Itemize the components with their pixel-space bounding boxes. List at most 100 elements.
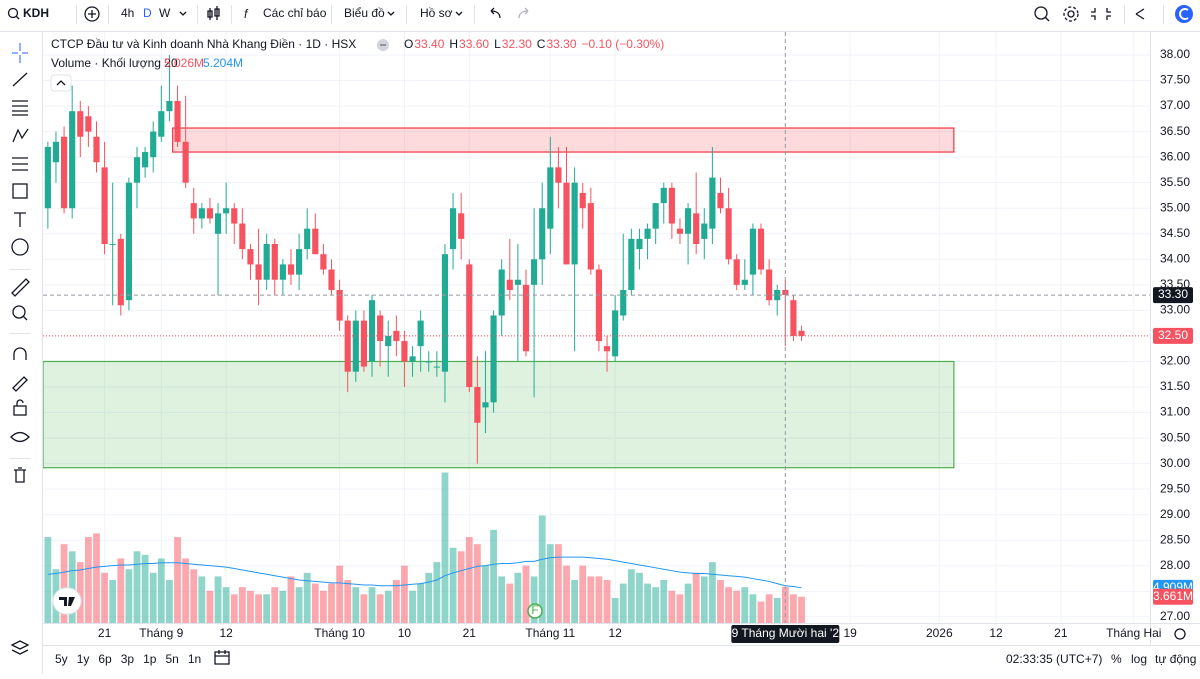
volume-bar <box>684 583 692 623</box>
chart-menu[interactable]: Biểu đồ <box>344 6 385 20</box>
legend: CTCP Đầu tư và Kinh doanh Nhà Khang Điền… <box>50 37 389 92</box>
volume-bar <box>781 586 789 623</box>
candle-body <box>579 192 586 209</box>
ohlc-value: 33.30 <box>546 37 576 51</box>
candle-body <box>563 182 570 265</box>
percent-toggle[interactable]: % <box>1111 652 1122 666</box>
compare-button[interactable] <box>84 6 100 22</box>
delete-tool[interactable] <box>14 467 26 483</box>
y-tick-label: 30.00 <box>1160 456 1190 470</box>
volume-bar <box>376 594 384 623</box>
range-button[interactable]: 1n <box>188 652 201 666</box>
chart-type-icon[interactable] <box>207 6 220 20</box>
shape-tool[interactable] <box>12 183 28 199</box>
candle-body <box>320 254 327 270</box>
emoji-tool[interactable] <box>11 238 29 256</box>
volume-bar <box>368 587 376 623</box>
candle-body <box>44 146 51 209</box>
profile-menu[interactable]: Hồ sơ <box>420 6 453 20</box>
settings-button[interactable] <box>1067 10 1075 18</box>
volume-bar <box>182 558 190 623</box>
x-tick-label: 12 <box>608 626 622 640</box>
crosshair-tool[interactable] <box>12 43 28 63</box>
crosshair-time-label: 09 Tháng Mười hai '25 <box>725 626 846 640</box>
volume-bar <box>700 576 708 623</box>
search-icon[interactable] <box>7 7 19 19</box>
range-button[interactable]: 5y <box>55 652 68 666</box>
candle-body <box>182 141 189 183</box>
candle-body <box>652 203 659 229</box>
date-range-button[interactable] <box>214 650 230 665</box>
candle-body <box>417 320 424 347</box>
axis-badge <box>1153 287 1193 304</box>
magnet-tool[interactable] <box>13 347 27 360</box>
candle-body <box>531 259 538 285</box>
collapse-legend[interactable] <box>50 74 72 92</box>
candle-body <box>69 111 76 209</box>
volume-bar <box>409 590 416 623</box>
projection-tool[interactable] <box>12 157 28 171</box>
interval[interactable]: 4h <box>121 6 134 20</box>
candle-body <box>547 167 554 229</box>
range-button[interactable]: 6p <box>98 652 112 666</box>
interval[interactable]: W <box>159 6 171 20</box>
volume-bar <box>44 537 52 623</box>
candle-body <box>190 203 197 219</box>
volume-bar <box>360 594 368 623</box>
volume-bar <box>190 569 198 623</box>
candle-body <box>693 213 700 244</box>
candle-body <box>287 264 295 275</box>
fullscreen-button[interactable] <box>1091 8 1111 20</box>
fib-tool[interactable] <box>12 100 28 116</box>
range-button[interactable]: 1y <box>77 652 90 666</box>
ohlc-value: 33.60 <box>459 37 489 51</box>
symbol[interactable]: KDH <box>23 6 49 20</box>
volume-bar <box>725 587 732 623</box>
candle-body <box>312 228 319 255</box>
candle-body <box>214 213 222 234</box>
interval-active[interactable]: D <box>143 6 152 20</box>
indicators-button[interactable]: Các chỉ báo <box>263 6 327 20</box>
y-tick-label: 35.50 <box>1160 175 1190 189</box>
candle-body <box>60 136 68 209</box>
x-tick-label: 10 <box>398 626 412 640</box>
trend-line-tool[interactable] <box>12 72 28 87</box>
redo-button[interactable] <box>518 7 529 19</box>
axis-settings[interactable] <box>1174 628 1186 640</box>
candle-body <box>198 208 205 219</box>
undo-button[interactable] <box>490 7 501 19</box>
candle-body <box>304 228 311 250</box>
volume-bar <box>303 572 311 623</box>
candle-body <box>271 243 278 280</box>
lock-tool[interactable] <box>13 405 27 416</box>
volume-bar <box>352 587 360 623</box>
volume-bar <box>465 537 473 623</box>
share-button[interactable] <box>1135 8 1145 20</box>
range-button[interactable]: 5n <box>165 652 178 666</box>
x-tick-label: Tháng Hai <box>1106 626 1161 640</box>
log-toggle[interactable]: log <box>1131 652 1147 666</box>
volume-bar <box>222 587 230 623</box>
clock: 02:33:35 (UTC+7) <box>1006 652 1102 666</box>
zoom-tool[interactable] <box>12 305 26 319</box>
candle-body <box>352 320 359 372</box>
candle-body <box>158 111 165 137</box>
ruler-tool[interactable] <box>11 278 30 297</box>
x-tick-label: Tháng 9 <box>139 626 183 640</box>
text-tool[interactable] <box>14 212 26 227</box>
visibility-tool[interactable] <box>10 431 30 443</box>
pattern-tool[interactable] <box>12 128 29 143</box>
auto-toggle[interactable]: tự động <box>1155 652 1196 666</box>
screener-button[interactable] <box>1034 6 1048 20</box>
range-button[interactable]: 3p <box>121 652 135 666</box>
candle-body <box>709 177 716 229</box>
candle-body <box>296 249 303 275</box>
volume-bar <box>538 515 546 623</box>
layers-button[interactable] <box>10 640 30 655</box>
interval-dropdown[interactable] <box>179 11 187 16</box>
account-button[interactable] <box>1175 5 1193 23</box>
draw-mode-tool[interactable] <box>12 376 28 392</box>
range-button[interactable]: 1p <box>143 652 157 666</box>
candle-body <box>474 387 481 423</box>
